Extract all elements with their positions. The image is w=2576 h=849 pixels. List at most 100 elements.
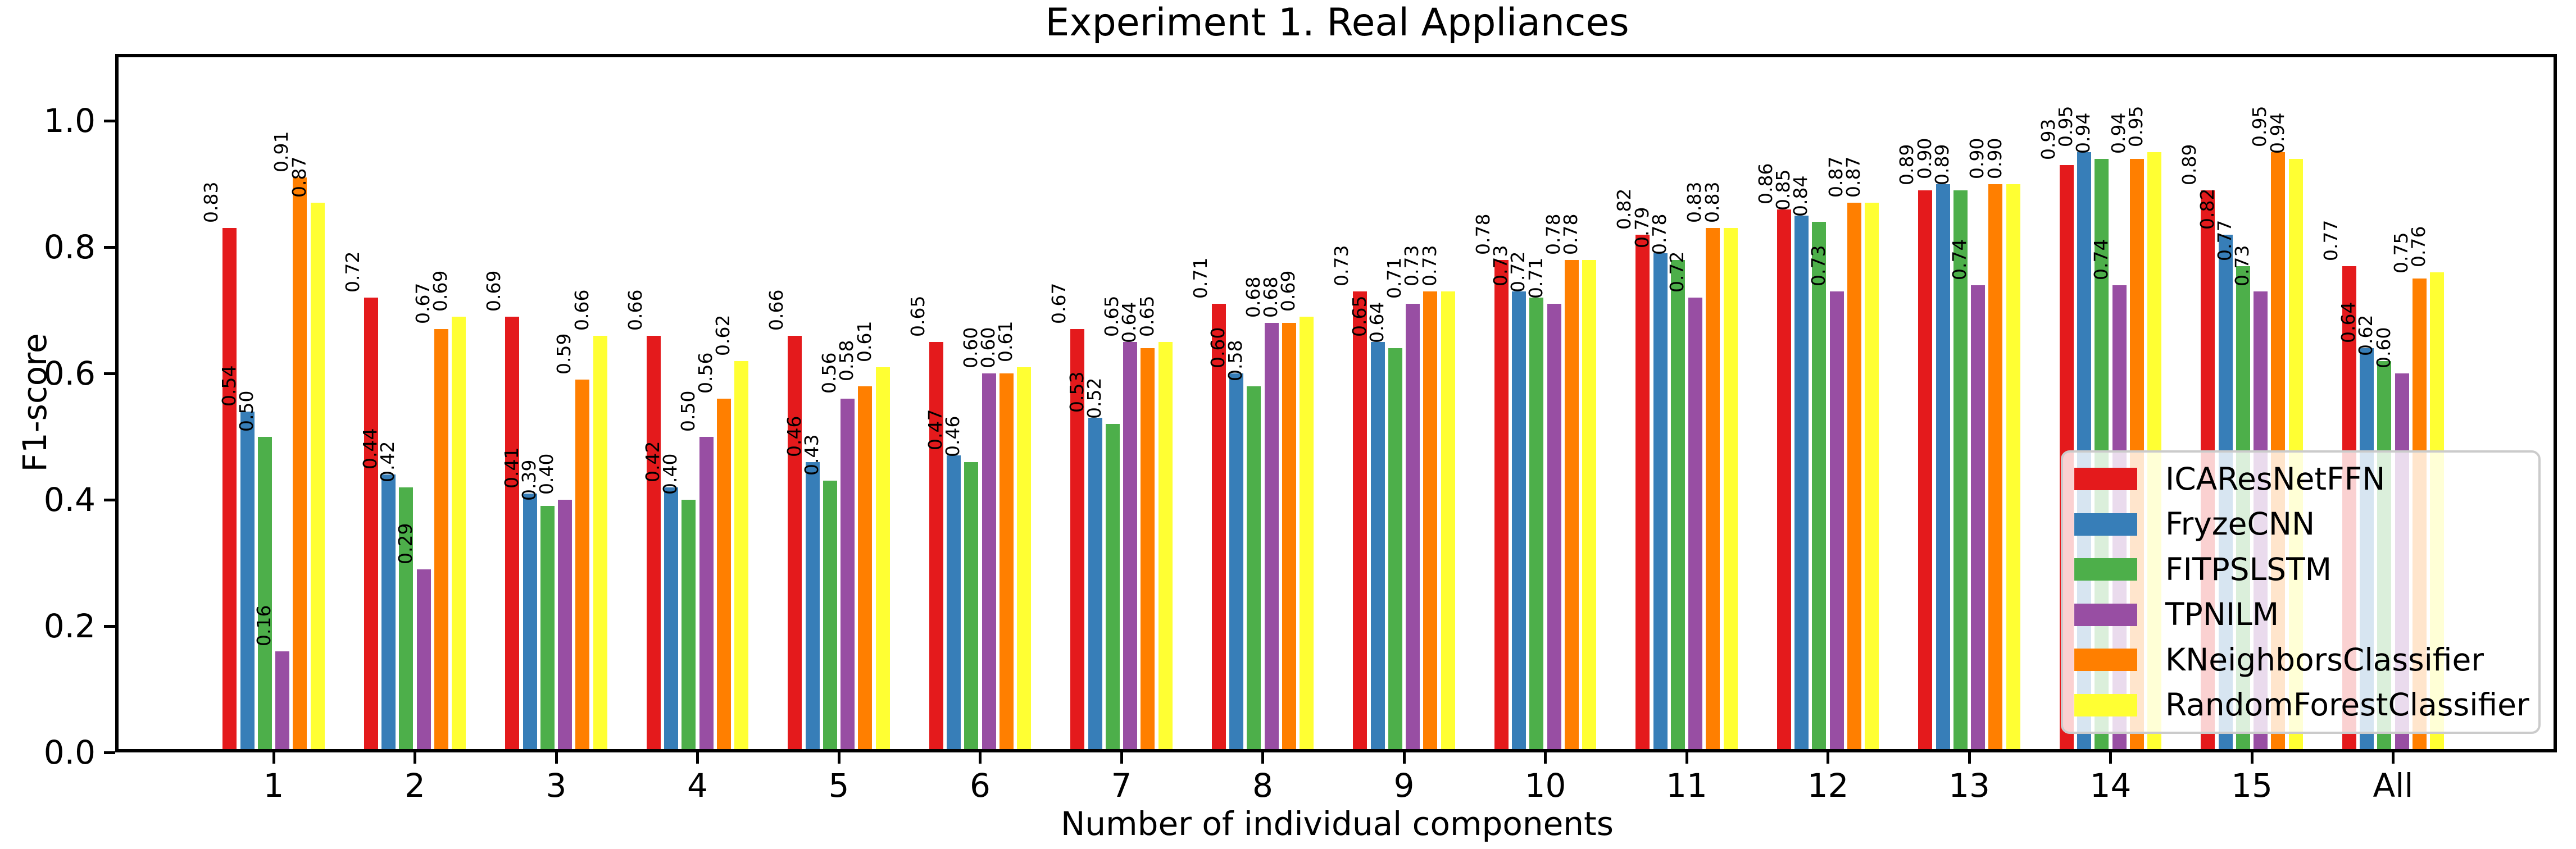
bar-ICAResNetFFN-12 (1777, 209, 1791, 752)
legend-row: TPNILM (2063, 593, 2538, 637)
bar-KNeighborsClassifier-4 (716, 399, 731, 752)
bar-value-label: 0.95 (2125, 106, 2147, 148)
bar-RandomForestClassifier-2 (452, 316, 466, 752)
bar-FITPSLSTM-11 (1670, 259, 1685, 752)
y-tick-label: 0.0 (43, 733, 96, 772)
bar-FITPSLSTM-6 (964, 462, 979, 752)
x-tick-label: 8 (1252, 766, 1273, 805)
bar-TPNILM-9 (1406, 304, 1420, 752)
x-tick (1827, 752, 1829, 764)
bar-FryzeCNN-3 (523, 493, 537, 752)
bar-RandomForestClassifier-12 (1865, 203, 1879, 752)
bar-value-label: 0.90 (1983, 138, 2006, 179)
bar-KNeighborsClassifier-6 (999, 373, 1014, 752)
bar-value-label: 0.16 (253, 605, 275, 646)
bar-value-label: 0.69 (429, 270, 452, 312)
bar-value-label: 0.72 (341, 251, 364, 293)
legend-swatch (2074, 603, 2137, 626)
bar-value-label: 0.65 (906, 295, 929, 337)
bar-value-label: 0.71 (1524, 257, 1547, 299)
y-tick (104, 245, 115, 249)
bar-FryzeCNN-12 (1794, 215, 1809, 752)
legend-row: KNeighborsClassifier (2063, 638, 2538, 682)
bar-FITPSLSTM-10 (1529, 298, 1544, 752)
bar-value-label: 0.40 (659, 453, 682, 495)
bar-KNeighborsClassifier-9 (1423, 291, 1438, 752)
bar-KNeighborsClassifier-12 (1847, 203, 1861, 752)
bar-value-label: 0.61 (994, 321, 1017, 362)
bar-FryzeCNN-7 (1088, 417, 1102, 752)
bar-FryzeCNN-11 (1653, 253, 1668, 752)
legend-label: FryzeCNN (2165, 506, 2315, 542)
x-tick-label: 1 (263, 766, 284, 805)
x-tick-label: 3 (546, 766, 567, 805)
bar-TPNILM-12 (1829, 291, 1844, 752)
bar-value-label: 0.87 (1842, 156, 1865, 198)
bar-value-label: 0.65 (1135, 295, 1158, 337)
bar-KNeighborsClassifier-2 (434, 329, 448, 752)
bar-value-label: 0.46 (942, 416, 964, 457)
y-tick-label: 0.2 (43, 607, 96, 645)
x-tick (979, 752, 982, 764)
bar-value-label: 0.73 (1418, 245, 1441, 286)
bar-FryzeCNN-6 (947, 455, 961, 752)
bar-value-label: 0.50 (235, 390, 257, 432)
bar-FITPSLSTM-7 (1105, 424, 1120, 752)
bar-RandomForestClassifier-5 (875, 367, 890, 752)
bar-ICAResNetFFN-7 (1070, 329, 1085, 752)
bar-value-label: 0.40 (535, 453, 558, 495)
bar-ICAResNetFFN-2 (364, 298, 378, 752)
x-tick-label: 9 (1393, 766, 1415, 805)
x-tick-label: 2 (405, 766, 425, 805)
bar-value-label: 0.87 (288, 156, 310, 198)
bar-TPNILM-1 (275, 651, 290, 752)
x-tick-label: 15 (2231, 766, 2273, 805)
bar-value-label: 0.72 (1666, 251, 1688, 293)
bar-RandomForestClassifier-1 (310, 203, 325, 752)
legend-label: KNeighborsClassifier (2165, 641, 2484, 678)
legend-row: FITPSLSTM (2063, 547, 2538, 591)
legend-label: ICAResNetFFN (2165, 460, 2386, 497)
bar-RandomForestClassifier-6 (1017, 367, 1032, 752)
x-tick (2392, 752, 2395, 764)
bar-value-label: 0.66 (624, 289, 646, 331)
x-tick-label: 7 (1111, 766, 1132, 805)
bar-FryzeCNN-1 (240, 411, 255, 752)
x-tick (2109, 752, 2112, 764)
bar-value-label: 0.59 (553, 333, 575, 375)
x-tick-label: 6 (970, 766, 991, 805)
bar-KNeighborsClassifier-1 (293, 177, 307, 752)
y-tick (104, 498, 115, 501)
x-tick (837, 752, 841, 764)
bar-TPNILM-11 (1688, 298, 1703, 752)
bar-FITPSLSTM-5 (823, 481, 837, 752)
bar-ICAResNetFFN-11 (1635, 234, 1650, 752)
bar-TPNILM-4 (699, 436, 714, 752)
bar-KNeighborsClassifier-7 (1141, 348, 1155, 752)
bar-value-label: 0.89 (2178, 144, 2201, 185)
y-tick (104, 372, 115, 375)
bar-FITPSLSTM-13 (1953, 190, 1968, 752)
y-tick (104, 119, 115, 122)
bar-FITPSLSTM-8 (1247, 386, 1261, 752)
x-tick-label: 5 (828, 766, 849, 805)
bar-ICAResNetFFN-5 (788, 335, 802, 752)
bar-value-label: 0.62 (712, 314, 734, 356)
bar-RandomForestClassifier-3 (593, 335, 607, 752)
x-tick (1261, 752, 1264, 764)
bar-FITPSLSTM-2 (399, 487, 414, 752)
legend-label: RandomForestClassifier (2165, 687, 2529, 723)
bar-value-label: 0.73 (2231, 245, 2254, 286)
bar-KNeighborsClassifier-11 (1706, 228, 1720, 752)
bar-value-label: 0.61 (853, 321, 875, 362)
y-tick-label: 1.0 (43, 102, 96, 140)
bar-KNeighborsClassifier-10 (1564, 259, 1579, 752)
bar-value-label: 0.66 (570, 289, 593, 331)
bar-FryzeCNN-13 (1936, 184, 1950, 752)
bar-TPNILM-6 (982, 373, 996, 752)
x-tick (1120, 752, 1123, 764)
bar-value-label: 0.66 (765, 289, 788, 331)
bar-ICAResNetFFN-4 (646, 335, 661, 752)
bar-value-label: 0.84 (1789, 175, 1812, 217)
legend-row: RandomForestClassifier (2063, 683, 2538, 727)
